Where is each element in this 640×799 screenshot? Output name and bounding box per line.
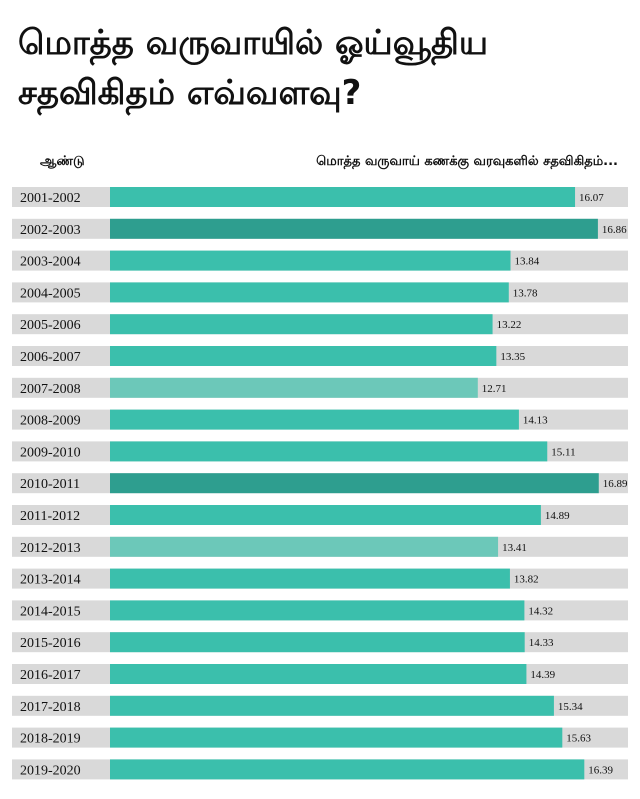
value-label: 13.82 <box>514 574 539 586</box>
bar <box>110 187 576 207</box>
bar <box>110 218 598 239</box>
year-label: 2010-2011 <box>20 477 80 492</box>
year-label: 2015-2016 <box>20 636 81 651</box>
bar <box>110 282 509 303</box>
bar <box>110 473 599 494</box>
value-label: 13.35 <box>500 351 525 363</box>
year-label: 2005-2006 <box>20 318 81 333</box>
year-label: 2012-2013 <box>20 541 81 556</box>
bar <box>110 250 511 271</box>
bar <box>110 727 563 748</box>
bar <box>110 600 525 621</box>
value-label: 13.78 <box>513 287 538 299</box>
page-title: மொத்த வருவாயில் ஓய்வூதிய சதவிகிதம் எவ்வள… <box>18 18 628 118</box>
value-label: 14.39 <box>530 669 555 681</box>
bar <box>110 632 525 653</box>
bar <box>110 346 497 366</box>
value-label: 12.71 <box>482 383 507 395</box>
value-label: 16.86 <box>602 224 627 236</box>
bar <box>110 536 499 557</box>
value-label: 15.63 <box>566 733 591 745</box>
value-label: 14.13 <box>523 415 548 427</box>
value-label: 14.33 <box>529 637 554 649</box>
title-line-2: சதவிகிதம் எவ்வளவு? <box>18 73 362 113</box>
year-column-header: ஆண்டு <box>40 154 85 169</box>
year-label: 2008-2009 <box>20 414 81 429</box>
year-label: 2004-2005 <box>20 286 81 301</box>
value-label: 16.39 <box>588 764 613 776</box>
year-label: 2002-2003 <box>20 223 81 238</box>
value-label: 16.07 <box>579 192 604 204</box>
value-label: 16.89 <box>603 478 628 490</box>
value-label: 15.11 <box>551 446 575 458</box>
value-label: 13.41 <box>502 542 527 554</box>
year-label: 2007-2008 <box>20 382 81 397</box>
year-label: 2019-2020 <box>20 763 81 778</box>
bar <box>110 409 519 430</box>
title-line-1: மொத்த வருவாயில் ஓய்வூதிய <box>18 23 489 63</box>
year-label: 2003-2004 <box>20 255 81 270</box>
bar <box>110 695 554 716</box>
value-label: 13.22 <box>497 319 522 331</box>
year-label: 2017-2018 <box>20 700 81 715</box>
year-label: 2001-2002 <box>20 191 81 206</box>
bar <box>110 505 541 525</box>
bar <box>110 314 493 335</box>
year-label: 2014-2015 <box>20 604 81 619</box>
year-label: 2006-2007 <box>20 350 81 365</box>
year-label: 2013-2014 <box>20 573 81 588</box>
bar <box>110 441 548 462</box>
bar <box>110 759 585 780</box>
year-label: 2016-2017 <box>20 668 81 683</box>
year-label: 2011-2012 <box>20 509 80 524</box>
value-label: 13.84 <box>515 256 540 268</box>
value-label: 14.32 <box>528 605 553 617</box>
bar <box>110 377 478 398</box>
value-label: 15.34 <box>558 701 583 713</box>
value-column-header: மொத்த வருவாய் கணக்கு வரவுகளில் சதவிகிதம்… <box>316 154 618 169</box>
value-label: 14.89 <box>545 510 570 522</box>
year-label: 2018-2019 <box>20 732 81 747</box>
bar <box>110 568 510 589</box>
bar <box>110 664 527 684</box>
year-label: 2009-2010 <box>20 445 81 460</box>
